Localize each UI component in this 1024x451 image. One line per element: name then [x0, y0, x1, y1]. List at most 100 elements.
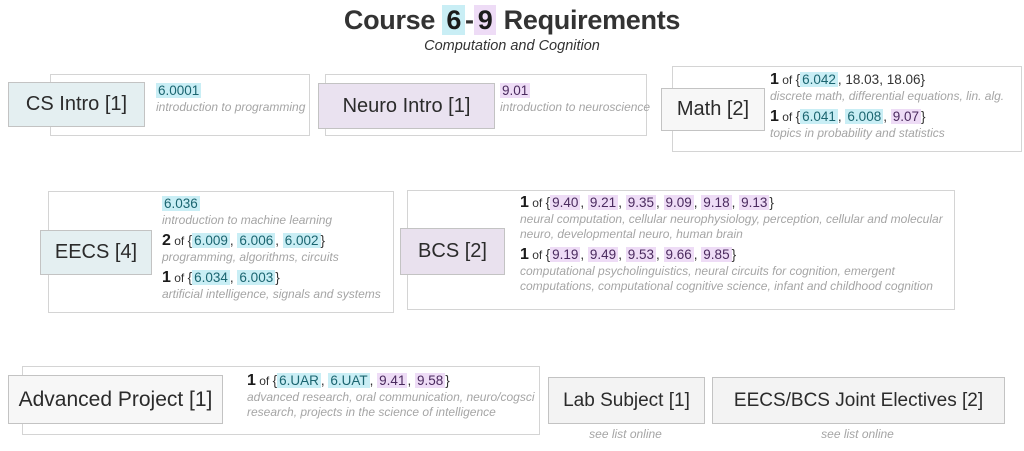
course-chip: 6.042	[800, 72, 838, 87]
course-chip: 6.UAR	[277, 373, 321, 388]
cs-intro-content: 6.0001 introduction to programming	[156, 82, 306, 119]
bcs-content: 1 of {9.40, 9.21, 9.35, 9.09, 9.18, 9.13…	[520, 194, 950, 298]
requirement-line: 1 of {6.UAR, 6.UAT, 9.41, 9.58}	[247, 372, 537, 390]
text-run: }	[731, 247, 737, 262]
requirement-line: 1 of {6.042, 18.03, 18.06}	[770, 71, 1024, 89]
text-run: 1	[770, 108, 779, 125]
text-run: {	[545, 195, 551, 210]
requirement-description: introduction to programming	[156, 100, 306, 114]
course-chip: 9.07	[890, 109, 922, 124]
text-run: Course	[343, 5, 443, 35]
text-run: {	[187, 233, 193, 248]
requirement-description: computational psycholinguistics, neural …	[520, 264, 933, 293]
bcs-label: BCS [2]	[400, 228, 505, 275]
course-chip: 6.034	[192, 270, 230, 285]
text-run: of	[170, 234, 188, 248]
eecs-label: EECS [4]	[40, 230, 152, 275]
lab-subject-box: Lab Subject [1]	[548, 377, 705, 424]
course-chip: 6.009	[192, 233, 230, 248]
text-run: -	[465, 5, 474, 35]
course-chip: 9.53	[625, 247, 656, 262]
requirement-line: 1 of {6.041, 6.008, 9.07}	[770, 108, 1024, 126]
neuro-intro-label: Neuro Intro [1]	[318, 83, 495, 129]
course-chip: 9.40	[550, 195, 581, 210]
text-run: of	[170, 271, 188, 285]
text-run: ,	[731, 195, 740, 210]
requirement-description: artificial intelligence, signals and sys…	[162, 287, 381, 301]
course-chip: 9.35	[625, 195, 656, 210]
requirement-description: programming, algorithms, circuits	[162, 250, 339, 264]
requirement-description: advanced research, oral communication, n…	[247, 390, 535, 419]
text-run: ,	[580, 195, 588, 210]
cs-intro-label: CS Intro [1]	[8, 82, 145, 127]
text-run: of	[778, 73, 796, 87]
neuro-intro-content: 9.01 introduction to neuroscience	[500, 82, 651, 119]
course-chip: 9.21	[587, 195, 619, 210]
requirement-line: 6.036	[162, 195, 394, 213]
requirement-line: 6.0001	[156, 82, 306, 100]
math-label: Math [2]	[661, 88, 765, 131]
course-chip: 6.UAT	[328, 373, 370, 388]
requirement-description: neural computation, cellular neurophysio…	[520, 212, 943, 241]
text-run: {	[545, 247, 551, 262]
requirement-line: 9.01	[500, 82, 645, 100]
course-chip: 6.0001	[156, 83, 202, 98]
advanced-project-label: Advanced Project [1]	[8, 375, 223, 424]
eecs-content: 6.036 introduction to machine learning 2…	[162, 195, 394, 306]
text-run: ,	[655, 247, 664, 262]
text-run: 2	[162, 232, 171, 249]
requirement-description: topics in probability and statistics	[770, 126, 945, 140]
text-run: of	[778, 110, 796, 124]
requirement-line: 2 of {6.009, 6.006, 6.002}	[162, 232, 394, 250]
text-run: }	[921, 109, 926, 124]
text-run: }	[275, 270, 280, 285]
course-chip: 9.85	[701, 247, 732, 262]
joint-electives-box: EECS/BCS Joint Electives [2]	[712, 377, 1005, 424]
course-chip: 9.49	[587, 247, 619, 262]
text-run: ,	[837, 109, 846, 124]
see-list-online-note: see list online	[821, 427, 894, 441]
text-run: }	[445, 373, 450, 388]
text-run: ,	[655, 195, 664, 210]
requirement-line: 1 of {9.19, 9.49, 9.53, 9.66, 9.85}	[520, 246, 950, 264]
course-chip: 9.19	[550, 247, 581, 262]
text-run: ,	[275, 233, 283, 248]
text-run: 1	[162, 269, 171, 286]
text-run: Requirements	[496, 5, 681, 35]
text-run: }	[769, 195, 774, 210]
text-run: ,	[693, 195, 702, 210]
course-chip: 9.01	[500, 83, 531, 98]
text-run: , 18.03, 18.06}	[837, 72, 925, 87]
advanced-project-content: 1 of {6.UAR, 6.UAT, 9.41, 9.58} advanced…	[247, 372, 537, 424]
course-chip: 6.036	[162, 196, 200, 211]
text-run: ,	[320, 373, 329, 388]
text-run: of	[528, 196, 546, 210]
requirement-line: 1 of {9.40, 9.21, 9.35, 9.09, 9.18, 9.13…	[520, 194, 950, 212]
text-run: {	[272, 373, 278, 388]
course-chip: 6.041	[800, 109, 838, 124]
course-chip: 6.008	[845, 109, 884, 124]
see-list-online-note: see list online	[589, 427, 662, 441]
course-chip: 6.002	[282, 233, 321, 248]
text-run: 1	[247, 372, 256, 389]
requirement-description: introduction to neuroscience	[500, 100, 651, 114]
page-title: Course 6-9 Requirements	[0, 5, 1024, 36]
requirement-description: discrete math, differential equations, l…	[770, 89, 1005, 103]
text-run: 1	[520, 194, 529, 211]
course-chip: 9.58	[414, 373, 446, 388]
course-chip: 6.003	[237, 270, 276, 285]
text-run: ,	[618, 195, 626, 210]
text-run: of	[255, 374, 273, 388]
text-run: ,	[229, 270, 238, 285]
text-run: ,	[693, 247, 702, 262]
course-chip: 6.006	[237, 233, 276, 248]
text-run: ,	[407, 373, 415, 388]
course-chip: 6	[442, 5, 466, 35]
course-chip: 9.66	[663, 247, 694, 262]
text-run: {	[795, 109, 801, 124]
course-chip: 9.18	[701, 195, 732, 210]
course-chip: 9.13	[739, 195, 770, 210]
text-run: {	[795, 72, 801, 87]
text-run: ,	[369, 373, 378, 388]
